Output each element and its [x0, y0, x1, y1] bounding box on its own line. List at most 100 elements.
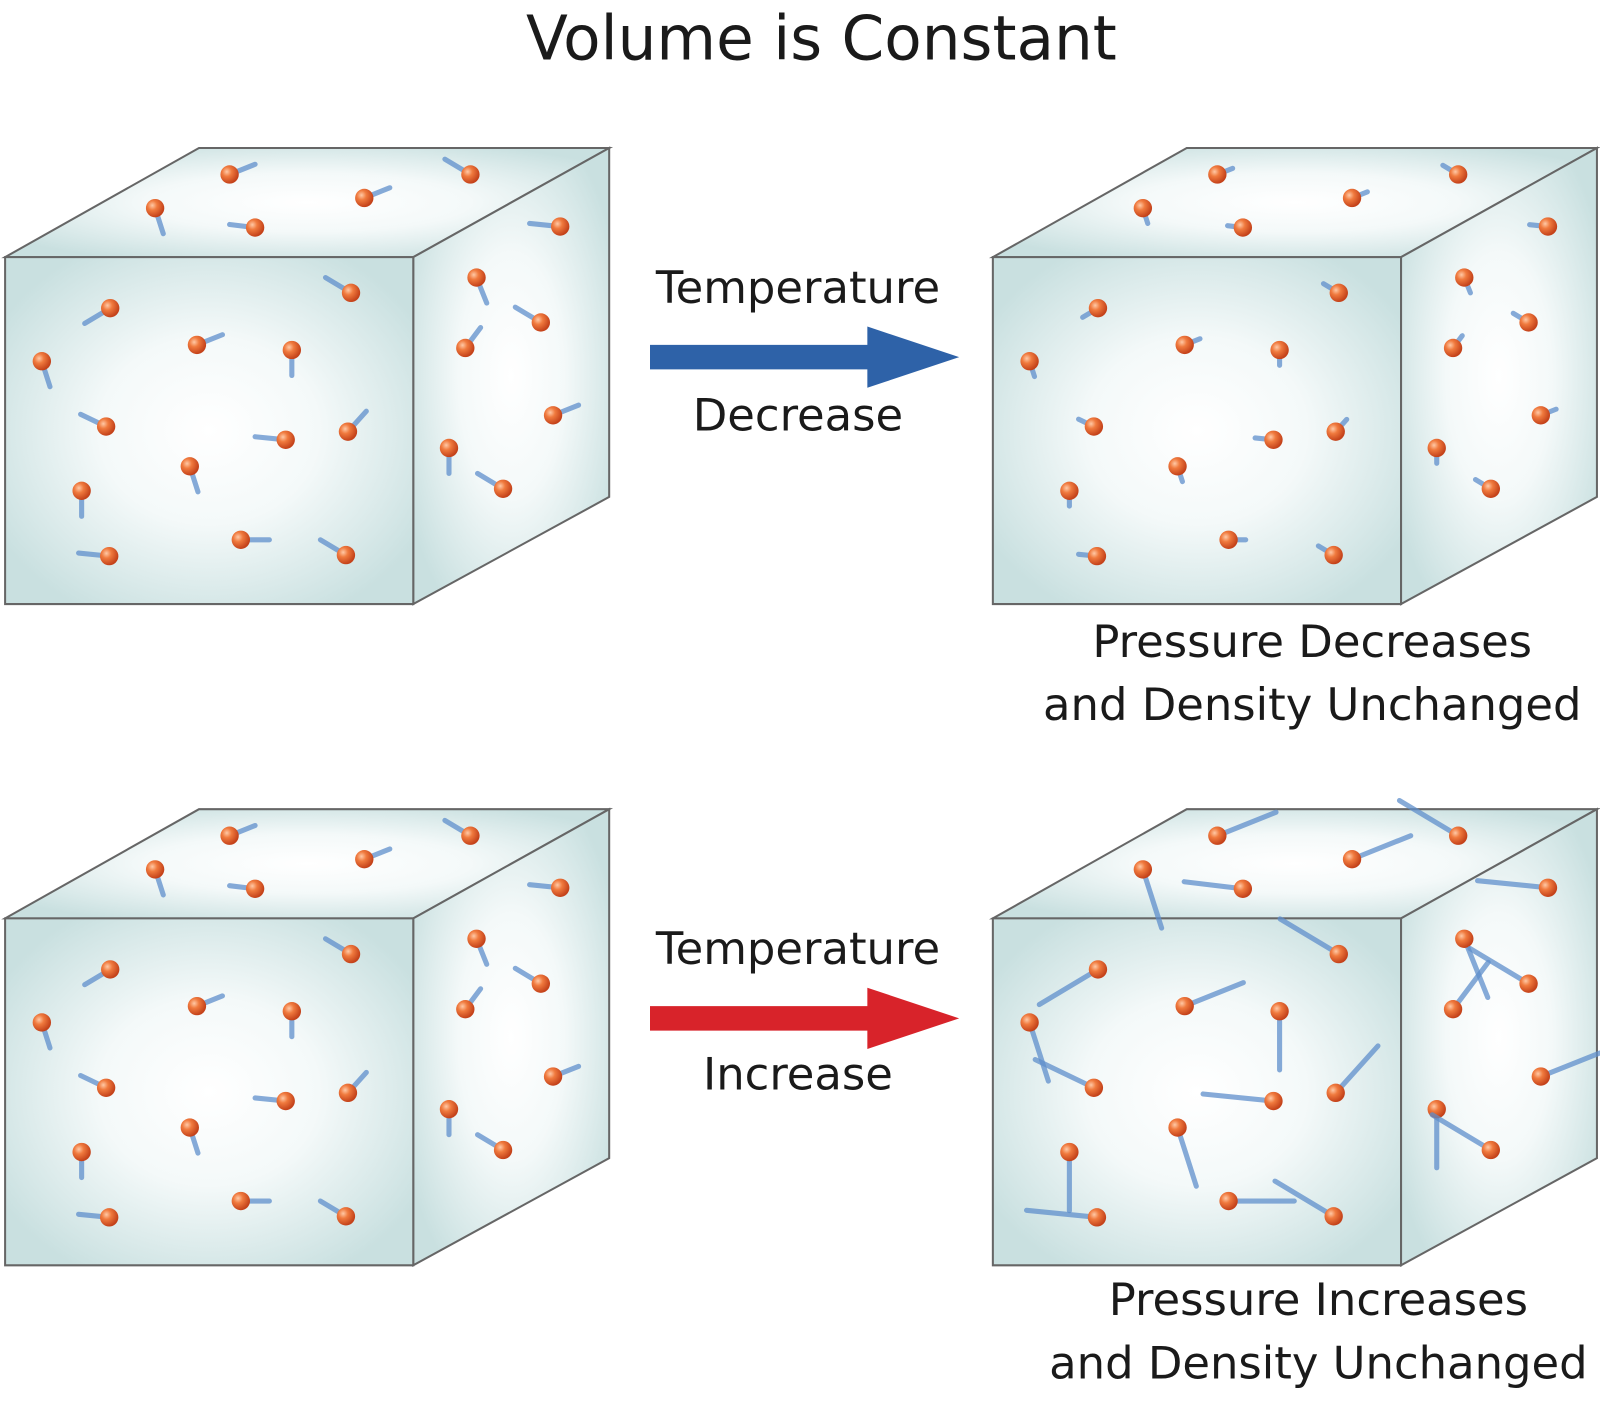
gas-molecule	[456, 1000, 475, 1019]
gas-molecule	[96, 1078, 116, 1097]
gas-molecule	[1175, 996, 1194, 1016]
gas-molecule	[180, 457, 199, 476]
gas-molecule	[1427, 438, 1446, 458]
molecule-trail	[1032, 1057, 1097, 1091]
gas-molecule	[551, 878, 570, 897]
molecule-trail	[1182, 980, 1246, 1009]
gas-molecule	[531, 313, 550, 332]
gas-molecule	[1455, 929, 1474, 948]
container-cube	[1, 146, 614, 606]
gas-molecule	[461, 165, 480, 184]
gas-molecule	[1219, 530, 1238, 549]
molecule-trail	[1272, 1178, 1337, 1219]
gas-molecule	[543, 1067, 563, 1086]
gas-molecule	[1020, 352, 1039, 371]
gas-molecule	[1088, 298, 1108, 318]
gas-molecule	[96, 417, 116, 436]
gas-molecule	[1087, 1208, 1107, 1227]
cube-front	[991, 917, 1403, 1267]
molecule-trail	[1349, 833, 1414, 862]
gas-molecule	[1519, 974, 1538, 993]
gas-molecule	[1448, 826, 1468, 845]
gas-molecule	[467, 268, 486, 287]
molecule-trail	[1538, 1050, 1600, 1080]
gas-molecule	[1329, 283, 1348, 303]
gas-molecule	[341, 944, 361, 964]
arrow-label: Temperature	[655, 922, 940, 975]
caption: and Density Unchanged	[1043, 678, 1581, 731]
molecule-trail	[1023, 1207, 1100, 1220]
gas-molecule	[1324, 1207, 1343, 1226]
gas-molecule	[467, 929, 486, 948]
gas-molecule	[245, 879, 265, 898]
gas-molecule	[551, 217, 570, 236]
gas-molecule	[100, 546, 119, 566]
arrow-label: Temperature	[655, 261, 940, 314]
gas-molecule	[282, 1002, 302, 1021]
gas-molecule	[439, 1100, 459, 1119]
arrow-label: Decrease	[693, 388, 903, 441]
gas-molecule	[493, 479, 513, 498]
gas-molecule	[1342, 850, 1362, 869]
gas-molecule	[1538, 878, 1558, 897]
gas-molecule	[187, 335, 207, 355]
gas-molecule	[220, 165, 239, 184]
gas-molecule	[1270, 340, 1289, 360]
gas-molecule	[276, 430, 295, 449]
gas-molecule	[1060, 481, 1079, 500]
container-cube	[1, 807, 614, 1268]
gas-molecule	[355, 188, 374, 208]
gas-molecule	[276, 1091, 295, 1111]
gas-molecule	[355, 850, 374, 869]
gas-molecule	[1531, 406, 1550, 425]
arrow	[650, 987, 960, 1049]
title: Volume is Constant	[526, 3, 1117, 74]
container-cube	[988, 146, 1600, 606]
gas-molecule	[100, 1208, 119, 1227]
gas-molecule	[1084, 417, 1104, 436]
gas-molecule	[32, 1013, 52, 1032]
gas-molecule	[1264, 1091, 1283, 1111]
caption: Pressure Increases	[1109, 1273, 1528, 1326]
molecule-trail	[1200, 1091, 1277, 1104]
gas-molecule	[1264, 430, 1283, 449]
cube-front	[991, 256, 1403, 606]
gas-molecule	[32, 352, 52, 371]
gas-molecule	[338, 422, 358, 441]
cube-front	[4, 917, 415, 1267]
molecule-trail	[1333, 1043, 1381, 1096]
molecule-trail	[1181, 879, 1246, 892]
molecule-trail	[1450, 959, 1491, 1012]
gas-molecule	[1168, 1118, 1187, 1137]
molecule-trail	[1396, 797, 1461, 839]
gas-molecule	[493, 1140, 513, 1160]
gas-molecule	[341, 283, 361, 303]
gas-molecule	[72, 1142, 91, 1162]
molecule-trail	[1467, 945, 1532, 987]
gas-molecule	[72, 481, 91, 500]
gas-molecule	[1519, 313, 1538, 332]
gas-molecule	[1208, 165, 1227, 184]
molecule-trail	[1214, 809, 1279, 839]
caption: Pressure Decreases	[1092, 615, 1532, 668]
gas-molecule	[439, 438, 459, 458]
gas-molecule	[1219, 1191, 1238, 1211]
molecule-trail	[1277, 916, 1342, 957]
gas-molecule	[1087, 546, 1107, 566]
gas-molecule	[1481, 479, 1500, 498]
gas-molecule	[1233, 879, 1253, 898]
molecule-trail	[1027, 1019, 1051, 1084]
gas-molecule	[336, 545, 356, 565]
gas-molecule	[231, 530, 250, 549]
gas-molecule	[220, 826, 239, 845]
gas-molecule	[1448, 165, 1468, 184]
gas-molecule	[1329, 944, 1348, 964]
gas-molecule	[456, 338, 475, 358]
gas-molecule	[1443, 338, 1463, 358]
gas-molecule	[145, 860, 165, 879]
container-cube	[988, 797, 1600, 1268]
gas-molecule	[1455, 268, 1474, 287]
gas-molecule	[1175, 335, 1194, 355]
gas-molecule	[1088, 960, 1108, 979]
